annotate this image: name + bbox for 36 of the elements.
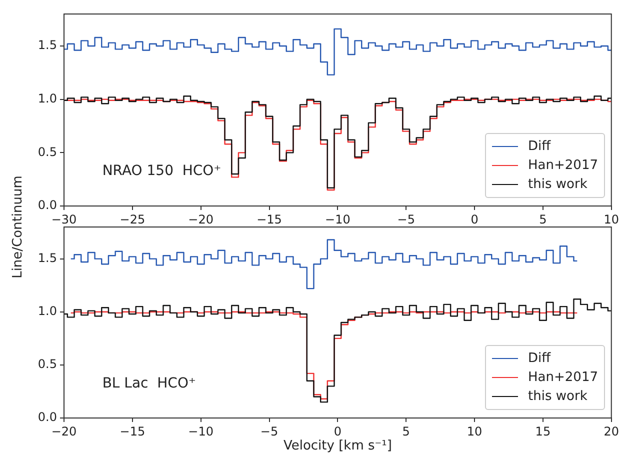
- legend-label: this work: [528, 177, 588, 192]
- y-tick-label: 0.0: [38, 198, 57, 212]
- x-tick-label: 15: [535, 424, 551, 438]
- y-tick-label: 1.5: [38, 250, 57, 265]
- x-tick-label: −10: [325, 212, 350, 226]
- x-tick-label: −25: [120, 212, 146, 226]
- x-tick-label: −30: [51, 212, 77, 226]
- legend-label: Han+2017: [528, 158, 598, 173]
- x-tick-label: 5: [539, 212, 547, 226]
- x-tick-label: −20: [51, 424, 77, 438]
- y-tick-label: 0.5: [38, 357, 57, 372]
- legend-label: Han+2017: [528, 370, 598, 385]
- x-tick-label: 10: [604, 212, 620, 226]
- y-tick-label: 1.0: [38, 304, 57, 318]
- x-tick-label: −15: [256, 212, 282, 226]
- x-tick-label: −20: [188, 212, 214, 226]
- annotation: NRAO 150 HCO⁺: [102, 163, 222, 180]
- y-tick-label: 1.5: [38, 38, 57, 52]
- legend-label: Diff: [528, 351, 551, 366]
- x-tick-label: 5: [402, 424, 410, 438]
- annotation: BL Lac HCO⁺: [102, 375, 196, 392]
- x-tick-label: 20: [604, 424, 620, 438]
- y-tick-label: 0.0: [38, 410, 57, 424]
- legend-label: this work: [528, 389, 588, 404]
- y-tick-label: 1.0: [38, 91, 57, 106]
- x-tick-label: −10: [188, 424, 214, 438]
- legend-label: Diff: [528, 139, 551, 154]
- x-tick-label: −15: [120, 424, 146, 438]
- y-tick-label: 0.5: [38, 144, 57, 159]
- x-tick-label: 0: [470, 212, 478, 226]
- x-axis-title: Velocity [km s⁻¹]: [283, 438, 392, 454]
- y-axis-title: Line/Continuum: [10, 176, 26, 278]
- x-tick-label: −5: [397, 212, 415, 226]
- x-tick-label: 0: [334, 424, 342, 438]
- x-tick-label: −5: [260, 424, 278, 438]
- x-tick-label: 10: [466, 424, 482, 438]
